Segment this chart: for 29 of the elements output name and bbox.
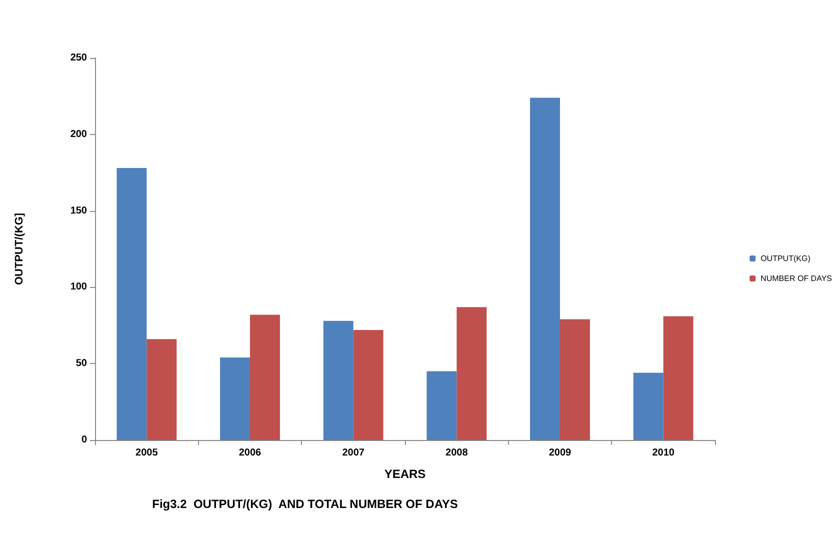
bar (250, 314, 280, 440)
y-axis-title: OUTPUT/(KG] (14, 212, 26, 286)
bar (530, 98, 560, 440)
bar (353, 330, 384, 440)
y-tick-label: 50 (76, 358, 88, 370)
text: Fig3.2 OUTPUT/(KG) AND TOTAL NUMBER OF DAYS (152, 497, 458, 511)
x-axis-title: YEARS (384, 467, 426, 481)
x-tick-label: 2006 (238, 448, 262, 458)
x-tick-label: 2005 (136, 448, 158, 458)
x-tick-label: 2008 (446, 448, 468, 458)
y-tick-label: 100 (70, 282, 88, 293)
y-tick-label: 200 (70, 128, 88, 140)
y-tick-label: 250 (70, 52, 88, 64)
x-tick-label: 2009 (548, 448, 572, 458)
bar (116, 168, 147, 440)
bar (426, 371, 457, 440)
bar (146, 339, 177, 440)
bar (456, 307, 487, 440)
x-tick-label: 2007 (342, 448, 365, 458)
legend-label: NUMBER OF DAYS (760, 274, 832, 283)
x-tick-label: 2010 (652, 448, 675, 458)
bar (323, 320, 354, 440)
bar (633, 372, 664, 440)
bar (663, 316, 694, 440)
legend-label: OUTPUT(KG) (760, 254, 811, 263)
y-tick-label: 150 (70, 205, 88, 216)
bar (560, 319, 590, 440)
bar (220, 357, 250, 440)
y-tick-label: 0 (81, 434, 88, 446)
